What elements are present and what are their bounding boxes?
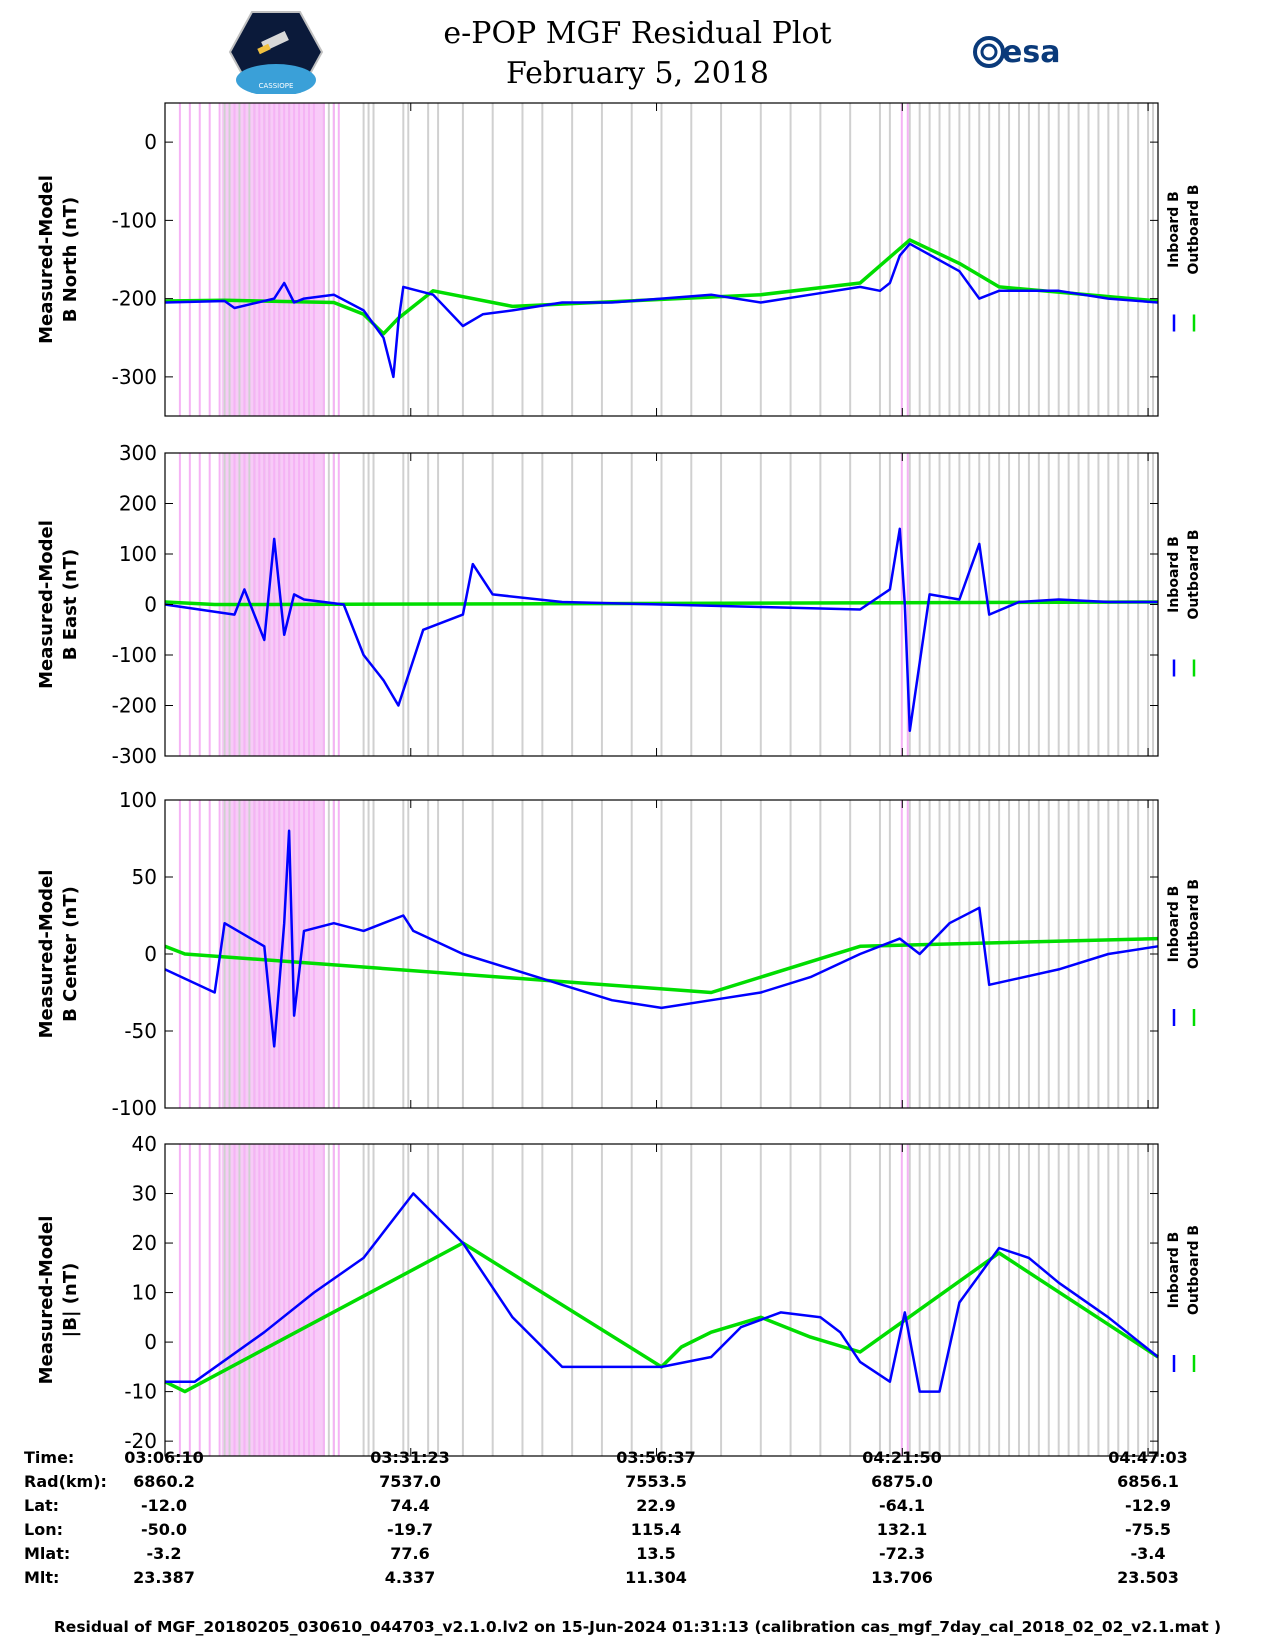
inboard-series-line: [165, 1192, 1159, 1393]
y-axis-label: Measured-Model: [36, 1216, 57, 1385]
y-tick-label: -300: [112, 744, 157, 768]
y-axis-label: Measured-Model: [36, 520, 57, 689]
y-tick-label: 20: [132, 1231, 157, 1255]
y-axis-label: B East (nT): [60, 549, 81, 661]
legend-label: Inboard B: [1166, 191, 1182, 268]
y-tick-label: 0: [144, 942, 157, 966]
inboard-series-line: [164, 527, 1158, 733]
y-axis-label: Measured-Model: [36, 175, 57, 344]
inboard-series-line: [164, 242, 1159, 379]
legend-label: Outboard B: [1186, 1225, 1202, 1315]
y-tick-label: -200: [112, 287, 157, 311]
y-tick-label: 30: [132, 1182, 157, 1206]
y-tick-label: 50: [132, 865, 157, 889]
y-tick-label: -100: [112, 1096, 157, 1120]
inboard-series-line: [164, 829, 1159, 1048]
y-tick-label: 100: [119, 542, 157, 566]
legend-label: Outboard B: [1186, 529, 1202, 619]
y-tick-label: 0: [144, 1330, 157, 1354]
plot-title: e-POP MGF Residual Plot February 5, 2018: [0, 14, 1275, 94]
plot-frame: [164, 1143, 1159, 1457]
plot-frame: [164, 102, 1159, 417]
legend-label: Inboard B: [1166, 886, 1182, 963]
y-tick-label: -200: [112, 694, 157, 718]
y-tick-label: 40: [132, 1132, 157, 1156]
legend-label: Inboard B: [1166, 536, 1182, 613]
y-tick-label: -20: [124, 1429, 157, 1453]
outboard-series-line: [164, 238, 1159, 336]
y-tick-label: 0: [144, 130, 157, 154]
title-line-2: February 5, 2018: [505, 56, 769, 91]
y-tick-label: -10: [124, 1380, 157, 1404]
legend-label: Outboard B: [1186, 879, 1202, 969]
y-axis-label: B North (nT): [60, 197, 81, 323]
y-tick-label: -100: [112, 208, 157, 232]
esa-logo-text: esa: [1002, 35, 1060, 70]
y-tick-label: -50: [124, 1019, 157, 1043]
y-tick-label: -300: [112, 365, 157, 389]
y-tick-label: 0: [144, 593, 157, 617]
y-tick-label: 100: [119, 788, 157, 812]
y-axis-label: |B| (nT): [60, 1263, 81, 1338]
y-tick-label: 10: [132, 1281, 157, 1305]
cassiope-logo-text: CASSIOPE: [259, 82, 294, 90]
legend-label: Outboard B: [1186, 184, 1202, 274]
title-line-1: e-POP MGF Residual Plot: [443, 16, 832, 51]
file-caption: Residual of MGF_20180205_030610_044703_v…: [53, 1618, 1222, 1636]
legend-label: Inboard B: [1166, 1232, 1182, 1309]
esa-logo: esa: [973, 35, 1060, 70]
y-tick-label: 200: [119, 492, 157, 516]
y-tick-label: -100: [112, 643, 157, 667]
y-axis-label: B Center (nT): [60, 886, 81, 1022]
cassiope-logo: CASSIOPE: [228, 11, 324, 94]
y-tick-label: 300: [119, 441, 157, 465]
y-axis-label: Measured-Model: [36, 870, 57, 1039]
